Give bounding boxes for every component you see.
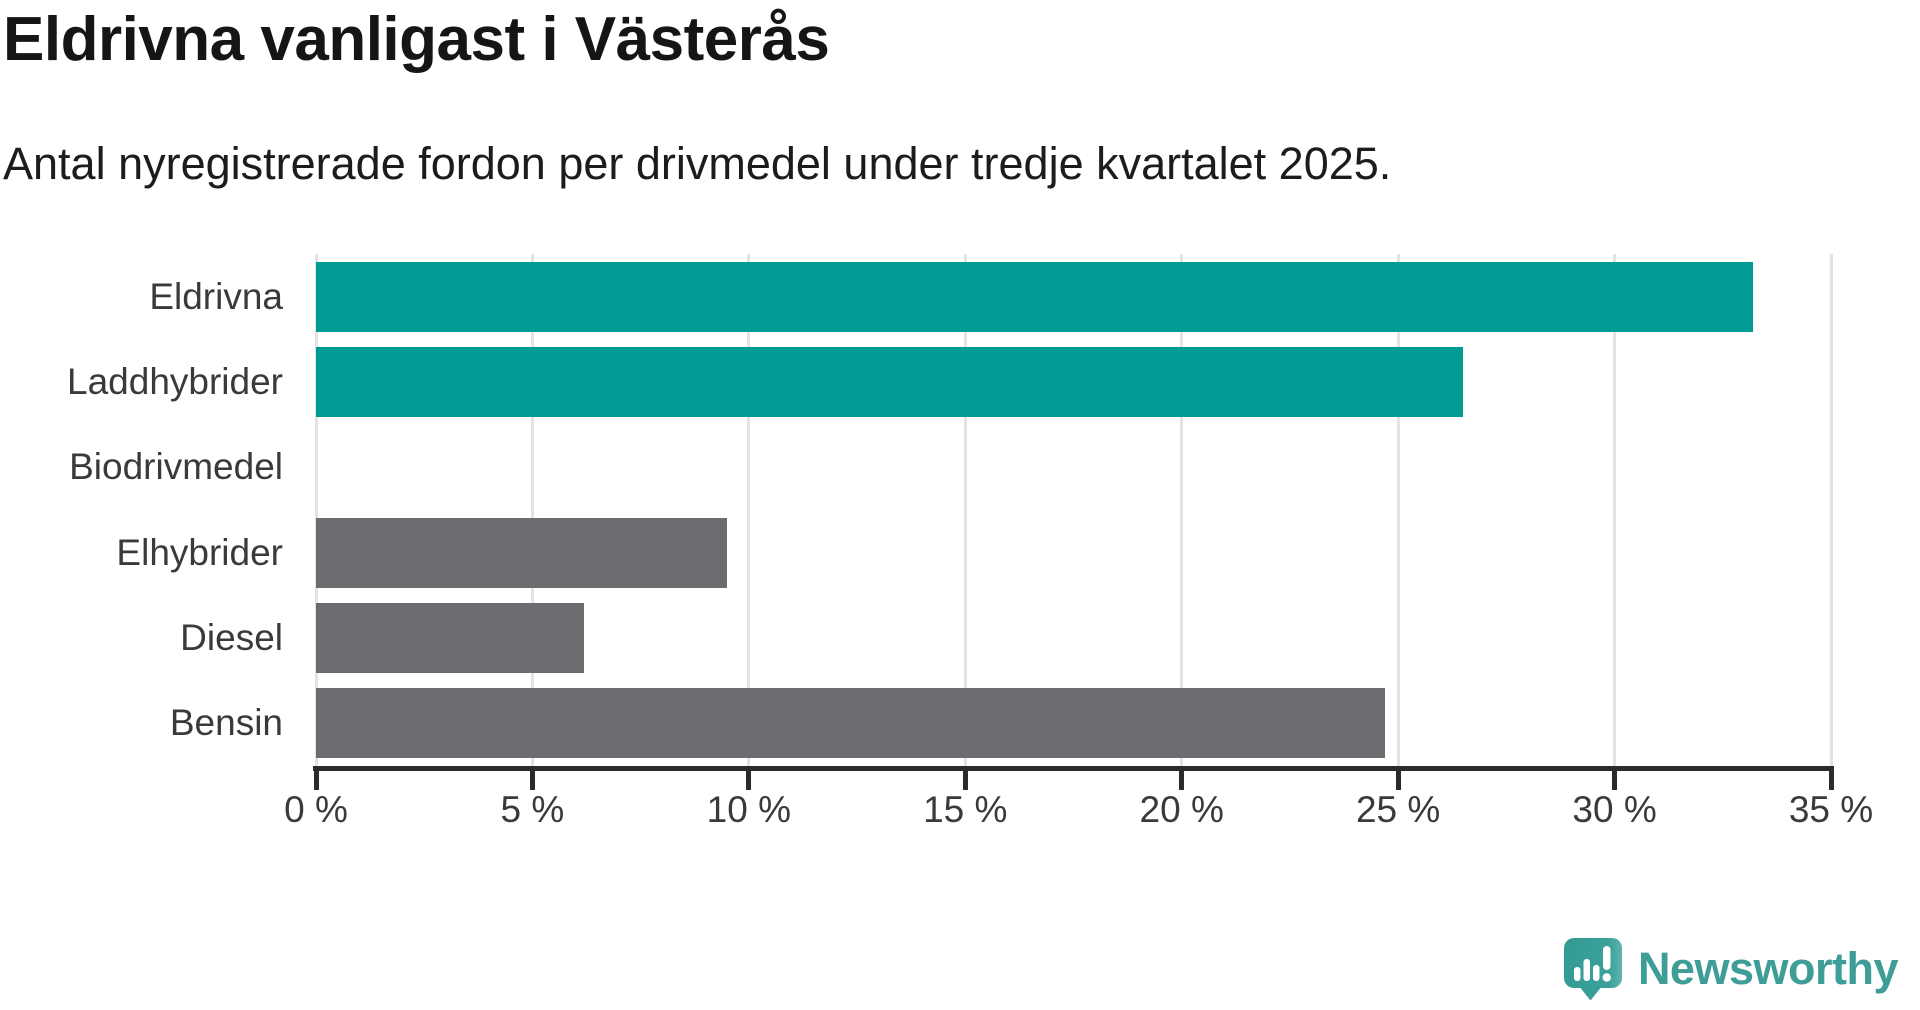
gridline bbox=[1180, 254, 1184, 766]
bar-eldrivna bbox=[316, 261, 1754, 332]
x-axis-tick-label: 20 % bbox=[1139, 789, 1224, 830]
chart-subtitle: Antal nyregistrerade fordon per drivmede… bbox=[3, 138, 1392, 189]
x-axis-tick bbox=[313, 771, 319, 790]
gridline bbox=[1829, 254, 1833, 766]
gridline bbox=[314, 254, 318, 766]
x-axis-tick bbox=[1395, 771, 1401, 790]
category-label: Elhybrider bbox=[116, 531, 283, 573]
x-axis-tick-label: 5 % bbox=[500, 789, 565, 830]
newsworthy-bubble-chart-icon bbox=[1563, 938, 1622, 1001]
gridline bbox=[747, 254, 751, 766]
x-axis-tick bbox=[529, 771, 535, 790]
bar-elhybrider bbox=[316, 517, 728, 588]
category-label: Diesel bbox=[180, 617, 283, 658]
x-axis-tick-label: 15 % bbox=[923, 789, 1008, 830]
x-axis-line bbox=[313, 766, 1834, 771]
bar-bensin bbox=[316, 688, 1386, 759]
category-label: Bensin bbox=[169, 702, 283, 744]
bar-diesel bbox=[316, 603, 585, 673]
x-axis-tick bbox=[1179, 771, 1185, 790]
chart-title: Eldrivna vanligast i Västerås bbox=[3, 5, 830, 74]
newsworthy-logo-text: Newsworthy bbox=[1637, 943, 1899, 994]
newsworthy-logo: Newsworthy bbox=[1562, 936, 1899, 1002]
gridline bbox=[1613, 254, 1617, 766]
x-axis-tick-label: 0 % bbox=[284, 789, 348, 830]
x-axis-tick-label: 25 % bbox=[1355, 789, 1441, 830]
x-axis-tick bbox=[1828, 771, 1834, 790]
category-label: Laddhybrider bbox=[67, 361, 283, 402]
x-axis-tick-label: 35 % bbox=[1788, 789, 1874, 830]
gridline bbox=[1396, 254, 1400, 766]
x-axis-tick bbox=[746, 771, 752, 790]
x-axis-tick-label: 10 % bbox=[706, 789, 792, 830]
category-label: Eldrivna bbox=[149, 275, 283, 317]
x-axis-tick-label: 30 % bbox=[1572, 789, 1657, 830]
gridline bbox=[530, 254, 534, 766]
x-axis-tick bbox=[1612, 771, 1618, 790]
bar-laddhybrider bbox=[316, 347, 1464, 417]
category-label: Biodrivmedel bbox=[69, 446, 283, 488]
x-axis-tick bbox=[962, 771, 968, 790]
gridline bbox=[963, 254, 967, 766]
